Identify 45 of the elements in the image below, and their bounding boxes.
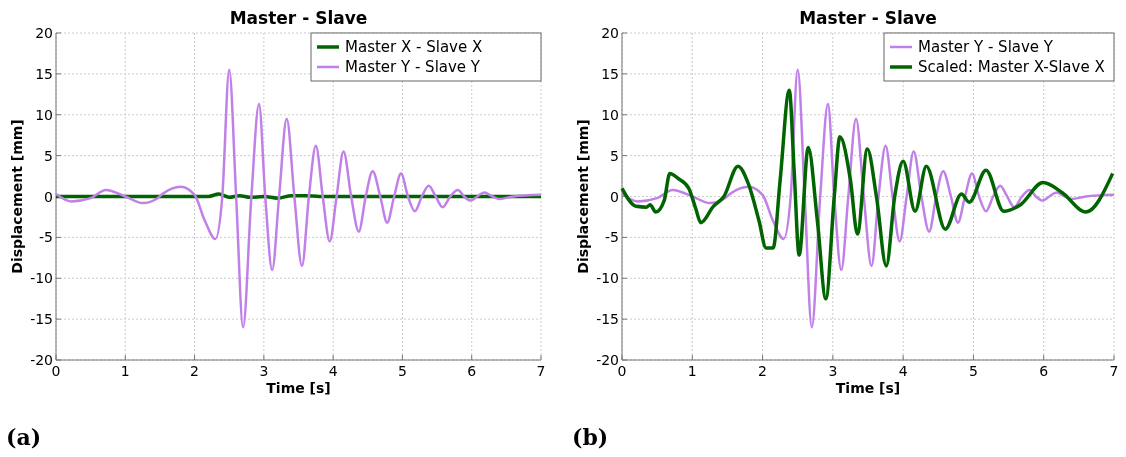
x-tick-label: 6	[1039, 363, 1049, 379]
x-axis-title: Time [s]	[266, 380, 331, 396]
x-tick-label: 5	[397, 363, 407, 379]
line-series	[620, 88, 1115, 301]
y-tick-label: 15	[601, 65, 619, 82]
y-tick-label: 0	[44, 188, 53, 205]
x-axis-title: Time [s]	[835, 380, 901, 396]
chart-title: Master - Slave	[229, 8, 368, 28]
y-axis-title: Displacement [mm]	[575, 119, 591, 274]
x-tick-label: 7	[1109, 363, 1119, 379]
y-tick-label: 10	[601, 106, 619, 123]
x-tick-label: 2	[190, 363, 200, 379]
y-tick-label: -15	[30, 311, 53, 328]
y-tick-label: -5	[39, 229, 53, 246]
x-tick-label: 4	[328, 363, 338, 379]
y-tick-label: 20	[35, 25, 53, 41]
x-tick-label: 1	[120, 363, 130, 379]
legend-label: Master Y - Slave Y	[918, 38, 1054, 56]
x-tick-label: 1	[687, 363, 697, 379]
y-tick-label: -20	[596, 352, 619, 368]
y-tick-label: -10	[30, 270, 53, 287]
x-tick-label: 3	[828, 363, 838, 379]
y-tick-label: -10	[596, 270, 619, 287]
legend-label: Master X - Slave X	[345, 38, 483, 56]
x-tick-label: 4	[898, 363, 908, 379]
legend-label: Master Y - Slave Y	[345, 58, 481, 76]
y-axis-title: Displacement [mm]	[9, 119, 25, 274]
y-tick-label: 15	[35, 65, 53, 82]
chart-title: Master - Slave	[799, 8, 937, 28]
text: (b)	[572, 424, 609, 450]
text: (a)	[6, 424, 42, 450]
y-tick-label: -20	[30, 352, 53, 368]
x-tick-label: 7	[536, 363, 546, 379]
y-tick-label: -15	[596, 311, 619, 328]
x-tick-label: 2	[758, 363, 768, 379]
x-tick-label: 3	[259, 363, 269, 379]
x-tick-label: 6	[467, 363, 477, 379]
legend-label: Scaled: Master X-Slave X	[918, 58, 1105, 76]
y-tick-label: 5	[610, 147, 619, 164]
y-tick-label: 0	[610, 188, 619, 205]
y-tick-label: 5	[44, 147, 53, 164]
x-tick-label: 5	[968, 363, 978, 379]
y-tick-label: 10	[35, 106, 53, 123]
y-tick-label: -5	[605, 229, 619, 246]
y-tick-label: 20	[601, 25, 619, 41]
